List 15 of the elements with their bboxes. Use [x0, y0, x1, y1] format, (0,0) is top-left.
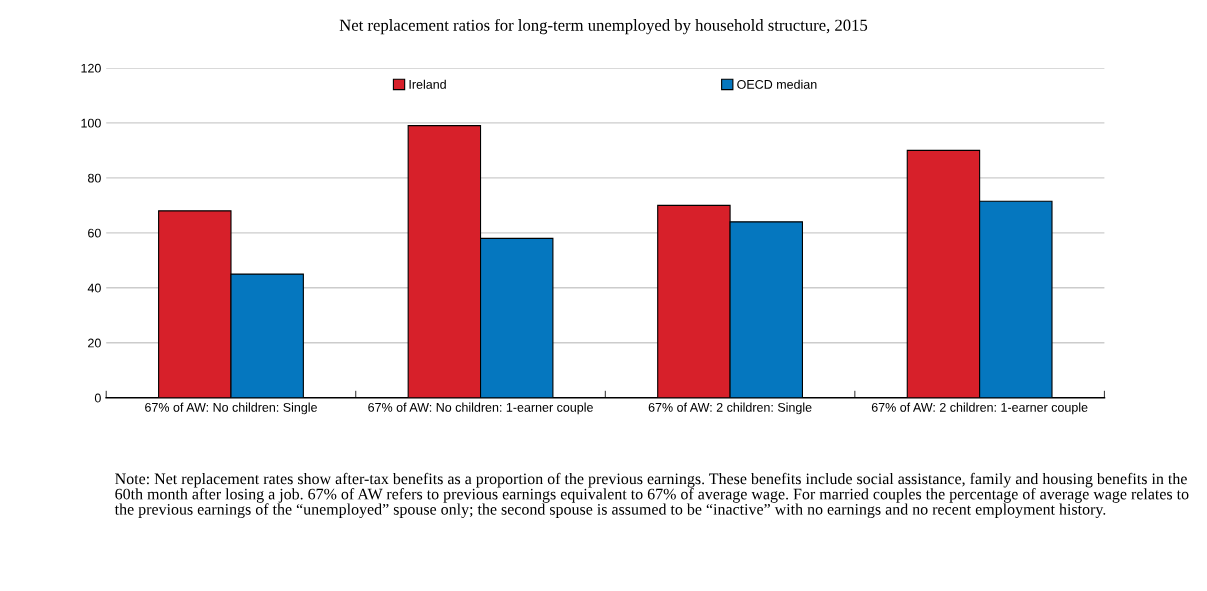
y-tick-label: 0	[94, 393, 101, 403]
legend-label: Ireland	[409, 79, 446, 89]
y-tick-label: 20	[88, 338, 101, 348]
legend-label: OECD median	[737, 79, 817, 89]
x-tick-label: 67% of AW: No children: 1-earner couple	[368, 402, 593, 415]
x-tick-label: 67% of AW: 2 children: 1-earner couple	[871, 402, 1088, 415]
y-tick-label: 80	[88, 173, 101, 183]
y-tick-label: 40	[87, 283, 101, 293]
y-tick-label: 100	[81, 118, 101, 128]
text: Note: Net replacement rates show after-tax benefits as a proportion of the previous earnings. These benefits include social assistance, family and housing benefits in the 60th month after losing a job. 67% of AW refers to previous earnings equivalent to 67% of average wage. For married couples the percentage of average wage relates to the previous earnings of the “unemployed” spouse only; the second spouse is assumed to be “inactive” with no earnings and no recent employment history.	[114, 472, 1189, 518]
x-tick-label: 67% of AW: No children: Single	[145, 402, 317, 415]
chart-title: Net replacement ratios for long-term unemployed by household structure, 2015	[339, 18, 868, 35]
x-tick-label: 67% of AW: 2 children: Single	[648, 402, 812, 415]
y-tick-label: 120	[81, 63, 101, 73]
y-tick-label: 60	[88, 228, 101, 238]
